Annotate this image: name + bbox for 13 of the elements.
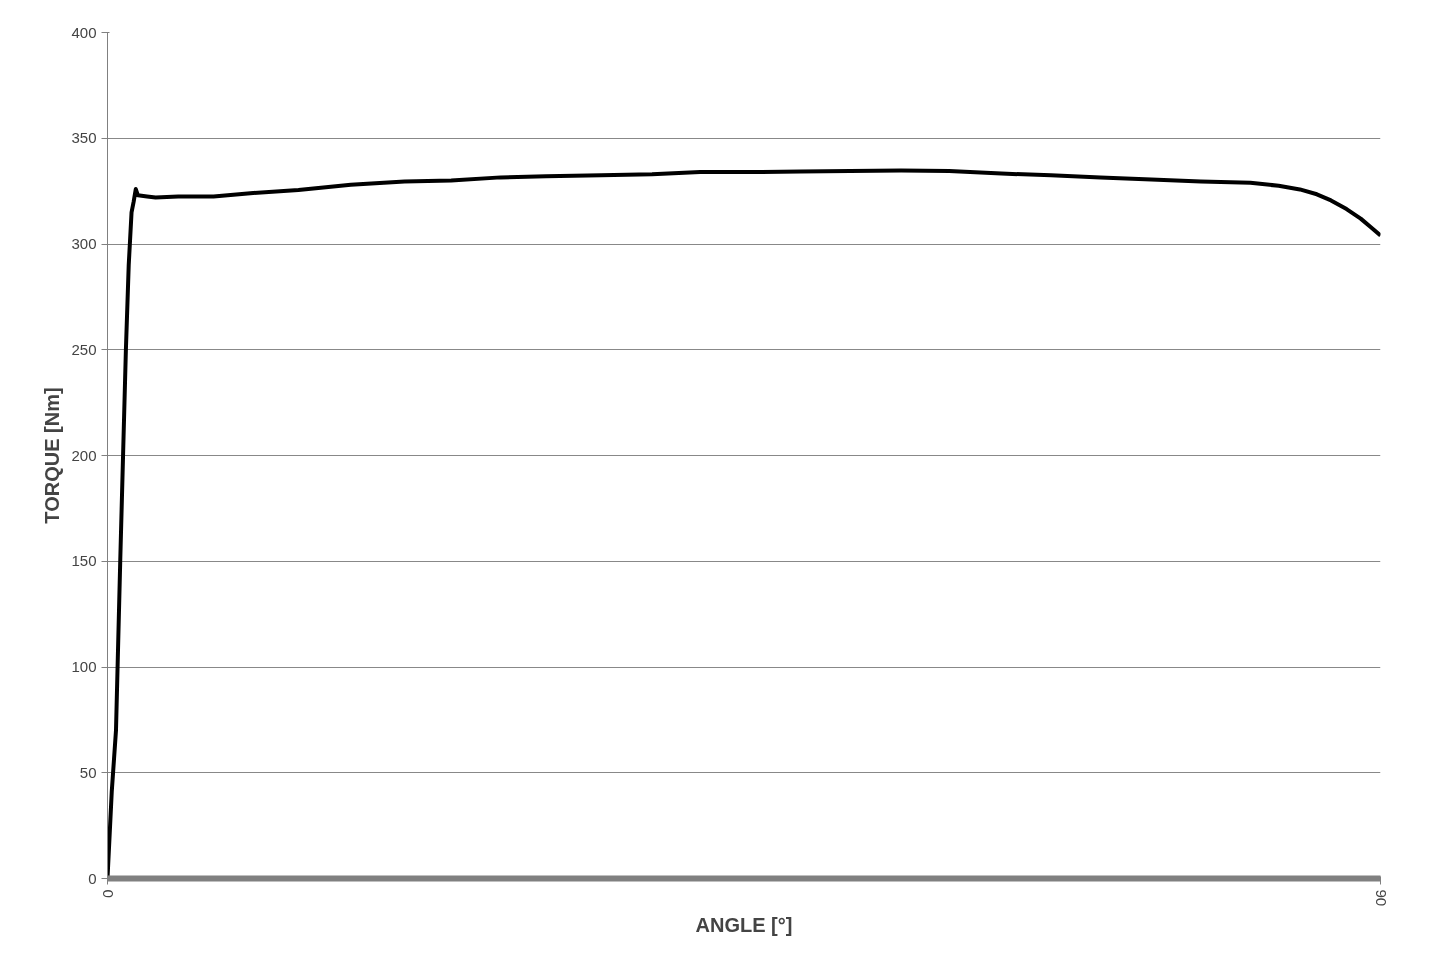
y-tick-label: 350 [71, 129, 97, 147]
y-tick-label: 300 [71, 235, 97, 252]
y-axis-title: TORQUE [Nm] [41, 387, 64, 524]
y-tick-label: 400 [71, 23, 97, 41]
y-tick-label: 250 [71, 340, 97, 358]
y-tick-label: 150 [71, 552, 97, 570]
y-tick-label: 0 [88, 869, 97, 887]
x-axis-title: ANGLE [°] [695, 914, 793, 937]
x-tick-label: 90 [1372, 889, 1390, 907]
y-tick-label: 100 [71, 658, 97, 675]
y-tick-label: 200 [71, 446, 97, 464]
line-series [107, 168, 1381, 879]
y-tick-label: 50 [79, 763, 97, 781]
